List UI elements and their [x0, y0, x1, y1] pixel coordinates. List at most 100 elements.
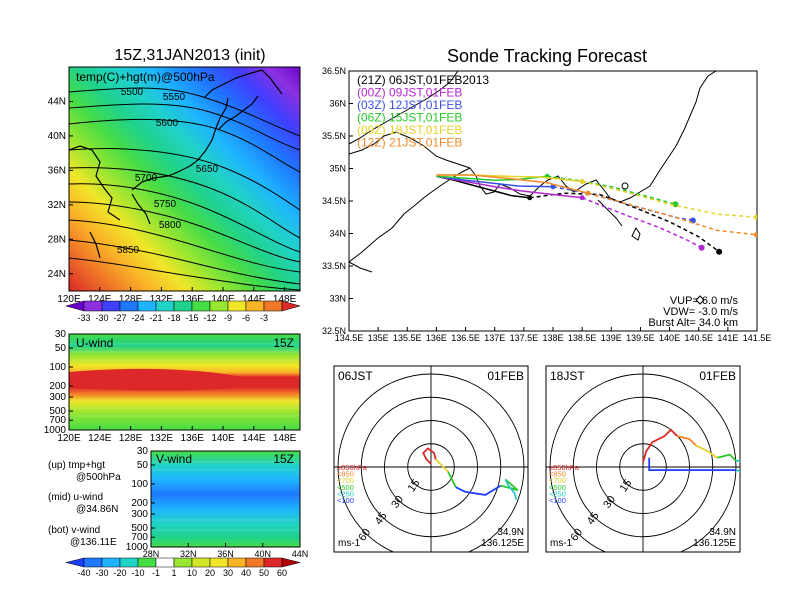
- uwind-streaks: [69, 343, 300, 417]
- colorbar-label: -15: [185, 313, 198, 323]
- track-y-tick-label: 34.5N: [322, 196, 346, 206]
- vwind-y-tick-label: 200: [131, 498, 148, 509]
- track-y-tick-label: 36.5N: [322, 66, 346, 76]
- wind-colorbar-label: 50: [259, 568, 269, 578]
- contour-label: 5650: [196, 164, 219, 175]
- track-y-tick-label: 36N: [329, 99, 346, 109]
- landing-point: [698, 244, 705, 251]
- track-line-descent: [529, 192, 720, 253]
- ring-label: 15: [406, 477, 423, 494]
- track-param: Burst Alt= 34.0 km: [648, 317, 738, 329]
- contour-label: 5850: [117, 245, 140, 256]
- track-line-descent: [547, 175, 676, 205]
- colorbar-label: -3: [260, 313, 268, 323]
- hodograph-segment: [717, 453, 737, 462]
- wind-colorbar-swatch: [191, 557, 211, 568]
- uwind-frame: [68, 333, 301, 431]
- colorbar-swatch: [137, 300, 157, 312]
- colorbar-label: -9: [224, 313, 232, 323]
- level-legend-entry: <700: [549, 476, 566, 485]
- track-x-tick-label: 139E: [601, 333, 622, 343]
- track-line-ascent: [436, 175, 554, 188]
- colorbar-swatch: [263, 300, 283, 312]
- track-line-descent: [552, 185, 694, 222]
- vwind-label: V-wind: [156, 452, 192, 466]
- track-legend: (21Z) 06JST,01FEB2013(00Z) 09JST,01FEB (0…: [357, 73, 489, 150]
- hodograph-segment: [648, 457, 736, 472]
- track-legend-entry: (00Z) 09JST,01FEB: [357, 86, 462, 100]
- level-legend-entry: <500: [337, 483, 354, 492]
- wind-colorbar-label: 10: [187, 568, 197, 578]
- hodograph-segment: [642, 428, 678, 463]
- ring-label: 45: [373, 510, 390, 527]
- colorbar-swatch: [227, 300, 247, 312]
- uwind-y-tick-label: 500: [49, 406, 66, 417]
- ring-label: 45: [585, 510, 602, 527]
- burst-point: [550, 184, 556, 190]
- desc-mid-1: (mid) u-wind: [48, 492, 103, 503]
- level-legend-entry: <100: [337, 496, 354, 505]
- ring-label: 60: [568, 527, 585, 544]
- colorbar-label: -21: [149, 313, 162, 323]
- colorbar-swatch: [101, 300, 121, 312]
- track-x-ticks: 134.5E 135E 135.5E 136E 136.5E 137E 137.5E 138E…: [335, 327, 771, 343]
- contour-label: 5500: [121, 87, 144, 98]
- temp-x-tick-label: 148E: [273, 294, 297, 305]
- track-y-tick-label: 35.5N: [322, 131, 346, 141]
- level-legend-entry: <850: [337, 470, 354, 479]
- track-x-tick-label: 137.5E: [510, 333, 539, 343]
- temp-x-tick-label: 124E: [88, 294, 112, 305]
- wind-colorbar-label: -10: [131, 568, 144, 578]
- vwind-streaks: [151, 461, 300, 531]
- temp-x-tick-label: 140E: [211, 294, 235, 305]
- vwind-y-tick-label: 100: [131, 479, 148, 490]
- uwind-y-tick-label: 50: [55, 343, 67, 354]
- temp-x-tick-label: 136E: [181, 294, 205, 305]
- wind-colorbar-label: 60: [277, 568, 287, 578]
- temp-y-ticks: 24N 28N 32N 36N 40N 44N: [48, 96, 73, 280]
- uwind-y-tick-label: 200: [49, 381, 66, 392]
- track-x-tick-label: 139.5E: [626, 333, 655, 343]
- track-series: [436, 173, 757, 255]
- track-line-ascent: [436, 175, 583, 199]
- colorbar-swatch: [155, 300, 175, 312]
- wind-colorbar-swatch: [173, 557, 193, 568]
- uwind-label: U-wind: [76, 336, 113, 350]
- wind-colorbar-swatch: [209, 557, 229, 568]
- ring-label: 30: [601, 494, 618, 511]
- hodograph-date: 01FEB: [487, 369, 524, 383]
- coastline-map: [69, 69, 283, 259]
- vwind-y-tick-label: 700: [131, 532, 148, 543]
- track-legend-entry: (12Z) 21JST,01FEB: [357, 136, 462, 150]
- temp-x-ticks: 120E 124E 128E 132E 136E 140E 144E 148E: [57, 287, 297, 305]
- temp-y-tick-label: 40N: [48, 131, 66, 142]
- temp-panel-title: 15Z,31JAN2013 (init): [114, 47, 265, 64]
- colorbar-swatch: [281, 300, 301, 312]
- level-legend-entry: <250: [549, 489, 566, 498]
- colorbar-swatch: [245, 300, 265, 312]
- hodograph-unit: ms-1: [338, 538, 361, 549]
- hodograph-date: 01FEB: [699, 369, 736, 383]
- level-legend-entry: ≥850hPa: [549, 463, 580, 472]
- landing-point: [754, 231, 757, 238]
- uwind-y-tick-label: 100: [49, 362, 66, 373]
- temp-field: [69, 67, 300, 291]
- wind-colorbar-labels: -40 -30 -20 -10 -1 1 10 20 30 40 50 60: [77, 568, 287, 578]
- track-line-ascent: [436, 175, 548, 181]
- track-legend-entry: (21Z) 06JST,01FEB2013: [357, 73, 489, 87]
- track-legend-entry: (09Z) 18JST,01FEB: [357, 123, 462, 137]
- uwind-y-tick-label: 300: [49, 392, 66, 403]
- wind-colorbar-swatch: [65, 557, 85, 568]
- temp-colorbar: [65, 300, 301, 312]
- hodograph-location: 136.125E: [481, 538, 524, 549]
- track-y-tick-label: 33.5N: [322, 261, 346, 271]
- vwind-time: 15Z: [273, 452, 294, 466]
- uwind-x-tick-label: 144E: [242, 433, 266, 444]
- hodograph-time: 18JST: [550, 369, 585, 383]
- hodograph-segment: [504, 478, 518, 500]
- track-x-tick-label: 135E: [368, 333, 389, 343]
- colorbar-swatch: [191, 300, 211, 312]
- level-legend-entry: ≥850hPa: [337, 463, 368, 472]
